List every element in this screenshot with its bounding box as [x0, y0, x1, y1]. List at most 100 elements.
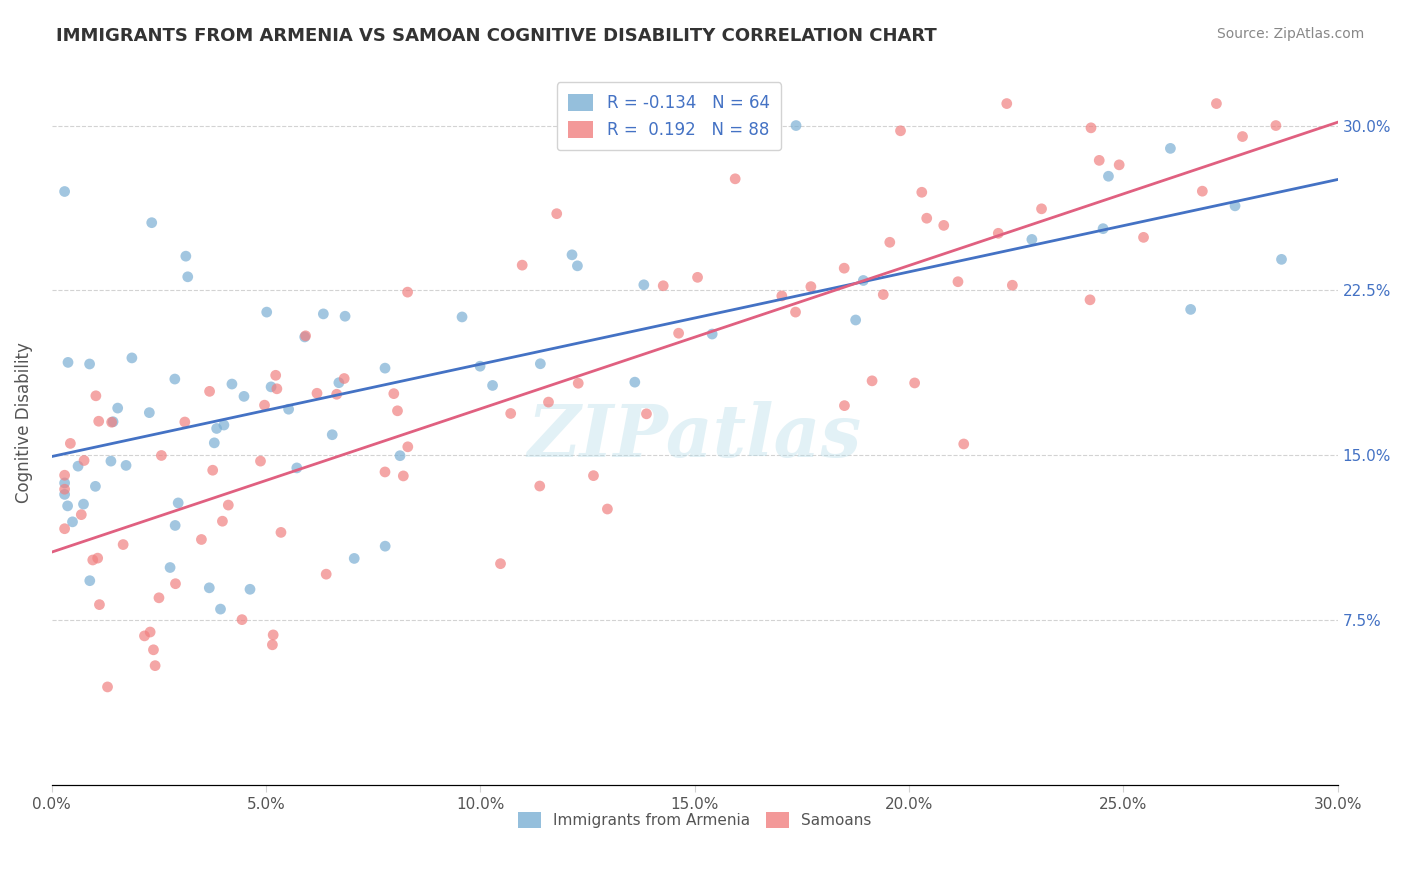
Point — [668, 326, 690, 341]
Point — [62, 515, 84, 529]
Point — [872, 287, 894, 301]
Point — [212, 418, 235, 433]
Point — [1078, 293, 1101, 307]
Point — [239, 582, 262, 597]
Point — [209, 602, 232, 616]
Point — [177, 269, 200, 284]
Point — [73, 453, 96, 467]
Point — [770, 289, 793, 303]
Point — [1264, 119, 1286, 133]
Point — [537, 395, 560, 409]
Point — [374, 465, 396, 479]
Point — [53, 487, 76, 501]
Text: IMMIGRANTS FROM ARMENIA VS SAMOAN COGNITIVE DISABILITY CORRELATION CHART: IMMIGRANTS FROM ARMENIA VS SAMOAN COGNIT… — [56, 27, 936, 45]
Point — [1232, 129, 1254, 144]
Point — [101, 415, 124, 429]
Point — [686, 270, 709, 285]
Point — [201, 463, 224, 477]
Point — [190, 533, 212, 547]
Point — [952, 437, 974, 451]
Point — [89, 598, 111, 612]
Point — [198, 581, 221, 595]
Point — [53, 482, 76, 496]
Point — [198, 384, 221, 399]
Point — [546, 207, 568, 221]
Point — [264, 368, 287, 383]
Point — [167, 496, 190, 510]
Point — [138, 406, 160, 420]
Point — [489, 557, 512, 571]
Point — [468, 359, 491, 374]
Point — [481, 378, 503, 392]
Point — [82, 553, 104, 567]
Point — [79, 574, 101, 588]
Point — [987, 227, 1010, 241]
Point — [946, 275, 969, 289]
Point — [221, 377, 243, 392]
Y-axis label: Cognitive Disability: Cognitive Disability — [15, 342, 32, 503]
Point — [56, 355, 79, 369]
Point — [510, 258, 533, 272]
Point — [911, 186, 934, 200]
Point — [785, 305, 807, 319]
Point — [567, 376, 589, 391]
Point — [277, 402, 299, 417]
Point — [1132, 230, 1154, 244]
Point — [53, 185, 76, 199]
Point — [53, 522, 76, 536]
Point — [305, 386, 328, 401]
Point — [1021, 232, 1043, 246]
Point — [100, 454, 122, 468]
Point — [142, 642, 165, 657]
Point — [879, 235, 901, 250]
Point — [800, 279, 823, 293]
Point — [1092, 221, 1115, 235]
Point — [374, 361, 396, 376]
Point — [387, 404, 409, 418]
Point — [1159, 141, 1181, 155]
Point — [163, 372, 186, 386]
Point — [262, 638, 284, 652]
Point — [596, 502, 619, 516]
Point — [253, 398, 276, 412]
Point — [499, 407, 522, 421]
Point — [165, 518, 187, 533]
Point — [56, 499, 79, 513]
Point — [96, 680, 118, 694]
Point — [266, 382, 288, 396]
Point — [134, 629, 156, 643]
Point — [53, 468, 76, 483]
Point — [143, 658, 166, 673]
Point — [1205, 96, 1227, 111]
Point — [860, 374, 883, 388]
Point — [231, 613, 253, 627]
Point — [165, 576, 187, 591]
Point — [1001, 278, 1024, 293]
Point — [249, 454, 271, 468]
Point — [202, 435, 225, 450]
Point — [915, 211, 938, 226]
Point — [321, 427, 343, 442]
Text: Source: ZipAtlas.com: Source: ZipAtlas.com — [1216, 27, 1364, 41]
Point — [932, 219, 955, 233]
Point — [270, 525, 292, 540]
Point — [112, 537, 135, 551]
Point — [173, 415, 195, 429]
Point — [1108, 158, 1130, 172]
Point — [86, 551, 108, 566]
Point — [100, 415, 122, 429]
Point — [343, 551, 366, 566]
Point — [889, 124, 911, 138]
Point — [451, 310, 474, 324]
Point — [285, 461, 308, 475]
Point — [1180, 302, 1202, 317]
Point — [312, 307, 335, 321]
Point — [67, 459, 90, 474]
Point — [633, 277, 655, 292]
Point — [121, 351, 143, 365]
Point — [389, 449, 412, 463]
Point — [582, 468, 605, 483]
Point — [392, 469, 415, 483]
Point — [325, 387, 347, 401]
Point — [852, 273, 875, 287]
